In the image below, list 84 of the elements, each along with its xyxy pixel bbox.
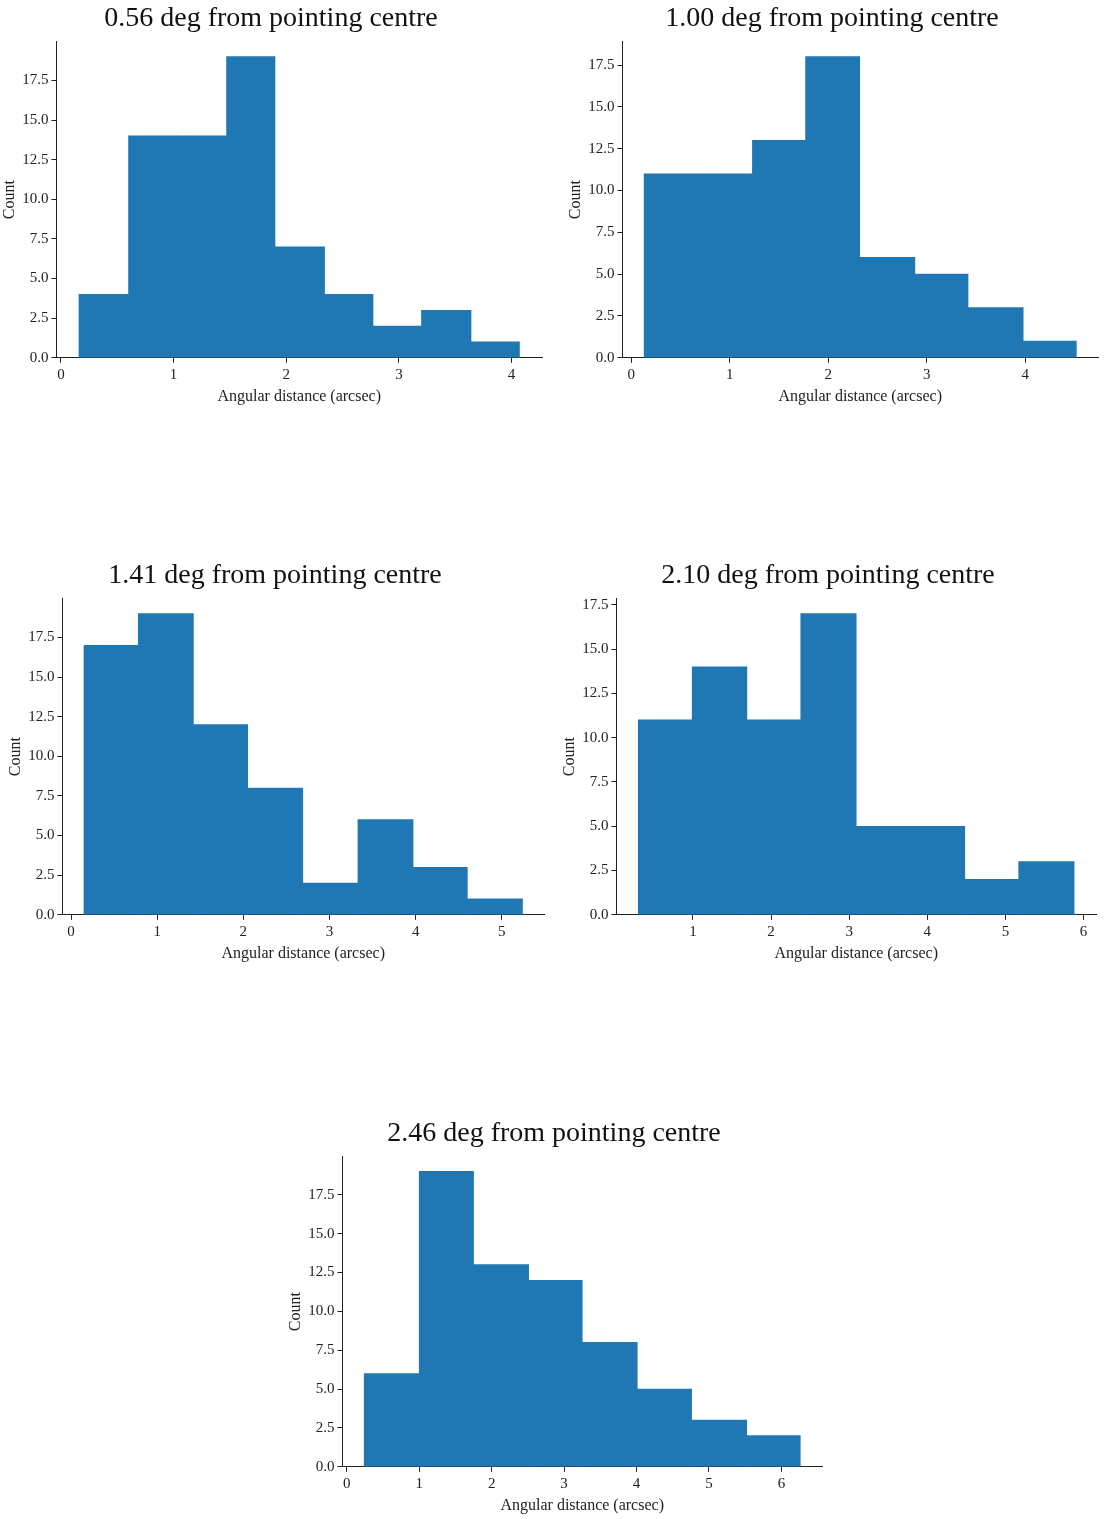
chart-title: 2.46 deg from pointing centre xyxy=(387,1116,721,1148)
x-tick-label: 1 xyxy=(169,365,178,382)
x-tick-label: 2 xyxy=(282,365,291,382)
x-tick-label: 3 xyxy=(325,922,334,939)
y-tick-label: 10.0 xyxy=(588,181,615,198)
chart-title: 0.56 deg from pointing centre xyxy=(104,1,438,33)
y-tick-label: 0.0 xyxy=(589,905,609,922)
x-tick-label: 5 xyxy=(1001,922,1010,939)
x-tick-label: 2 xyxy=(824,365,832,382)
x-axis-title: Angular distance (arcsec) xyxy=(774,943,938,962)
y-tick-label: 0.0 xyxy=(595,348,615,365)
x-tick-label: 1 xyxy=(415,1474,423,1491)
x-tick-label: 3 xyxy=(395,365,403,382)
x-tick-label: 1 xyxy=(153,922,161,939)
x-axis-title: Angular distance (arcsec) xyxy=(217,386,381,405)
y-tick-label: 15.0 xyxy=(582,640,609,657)
chart-title: 1.00 deg from pointing centre xyxy=(665,1,999,33)
y-tick-label: 0.0 xyxy=(35,905,55,922)
y-tick-label: 17.5 xyxy=(582,595,609,612)
y-tick-label: 7.5 xyxy=(589,772,609,789)
y-tick-label: 15.0 xyxy=(28,667,55,684)
x-tick-label: 0 xyxy=(627,365,636,382)
y-tick-label: 2.5 xyxy=(35,866,55,883)
y-tick-label: 5.0 xyxy=(589,817,609,834)
y-tick-label: 17.5 xyxy=(308,1185,335,1202)
x-tick-label: 0 xyxy=(343,1474,351,1491)
x-tick-label: 0 xyxy=(67,922,75,939)
x-tick-label: 1 xyxy=(726,365,734,382)
y-tick-label: 10.0 xyxy=(308,1302,335,1319)
y-tick-label: 10.0 xyxy=(28,747,55,764)
x-tick-label: 2 xyxy=(239,922,248,939)
x-tick-label: 1 xyxy=(689,922,697,939)
x-tick-label: 6 xyxy=(1079,922,1088,939)
y-axis-title: Count xyxy=(565,179,583,220)
x-tick-label: 2 xyxy=(767,922,775,939)
y-tick-label: 12.5 xyxy=(28,707,55,724)
x-tick-label: 4 xyxy=(632,1474,641,1491)
y-tick-label: 10.0 xyxy=(582,728,609,745)
x-axis-title: Angular distance (arcsec) xyxy=(221,943,385,962)
x-tick-label: 3 xyxy=(922,365,931,382)
y-tick-label: 7.5 xyxy=(315,1341,335,1358)
y-axis-title: Count xyxy=(0,179,17,220)
x-tick-label: 5 xyxy=(705,1474,713,1491)
y-tick-label: 2.5 xyxy=(595,306,615,323)
chart-title: 1.41 deg from pointing centre xyxy=(108,558,442,590)
y-tick-label: 15.0 xyxy=(588,97,615,114)
y-tick-label: 5.0 xyxy=(35,826,55,843)
y-tick-label: 7.5 xyxy=(35,786,55,803)
y-tick-label: 17.5 xyxy=(588,55,615,72)
y-tick-label: 5.0 xyxy=(29,269,49,286)
y-axis-title: Count xyxy=(5,736,23,777)
y-tick-label: 2.5 xyxy=(315,1418,335,1435)
chart-title: 2.10 deg from pointing centre xyxy=(661,558,995,590)
y-tick-label: 12.5 xyxy=(22,150,49,167)
y-tick-label: 7.5 xyxy=(29,229,49,246)
y-tick-label: 5.0 xyxy=(595,265,615,282)
y-tick-label: 15.0 xyxy=(22,110,49,127)
x-tick-label: 4 xyxy=(1021,365,1030,382)
y-tick-label: 17.5 xyxy=(28,628,55,645)
x-tick-label: 4 xyxy=(507,365,516,382)
x-tick-label: 3 xyxy=(845,922,853,939)
y-tick-label: 7.5 xyxy=(595,223,615,240)
y-tick-label: 17.5 xyxy=(22,71,49,88)
y-tick-label: 2.5 xyxy=(29,309,49,326)
y-tick-label: 12.5 xyxy=(588,139,615,156)
x-tick-label: 2 xyxy=(487,1474,496,1491)
y-tick-label: 10.0 xyxy=(22,190,49,207)
x-tick-label: 3 xyxy=(560,1474,568,1491)
x-tick-label: 4 xyxy=(411,922,420,939)
y-axis-title: Count xyxy=(559,736,577,777)
x-axis-title: Angular distance (arcsec) xyxy=(778,386,942,405)
y-tick-label: 2.5 xyxy=(589,861,609,878)
x-tick-label: 4 xyxy=(923,922,932,939)
y-tick-label: 12.5 xyxy=(308,1263,335,1280)
y-tick-label: 15.0 xyxy=(308,1224,335,1241)
x-axis-title: Angular distance (arcsec) xyxy=(500,1495,664,1514)
y-tick-label: 12.5 xyxy=(582,684,609,701)
x-tick-label: 0 xyxy=(57,365,65,382)
y-axis-title: Count xyxy=(285,1291,303,1332)
x-tick-label: 5 xyxy=(498,922,506,939)
y-tick-label: 5.0 xyxy=(315,1379,335,1396)
y-tick-label: 0.0 xyxy=(29,348,49,365)
x-tick-label: 6 xyxy=(777,1474,786,1491)
y-tick-label: 0.0 xyxy=(315,1457,335,1474)
